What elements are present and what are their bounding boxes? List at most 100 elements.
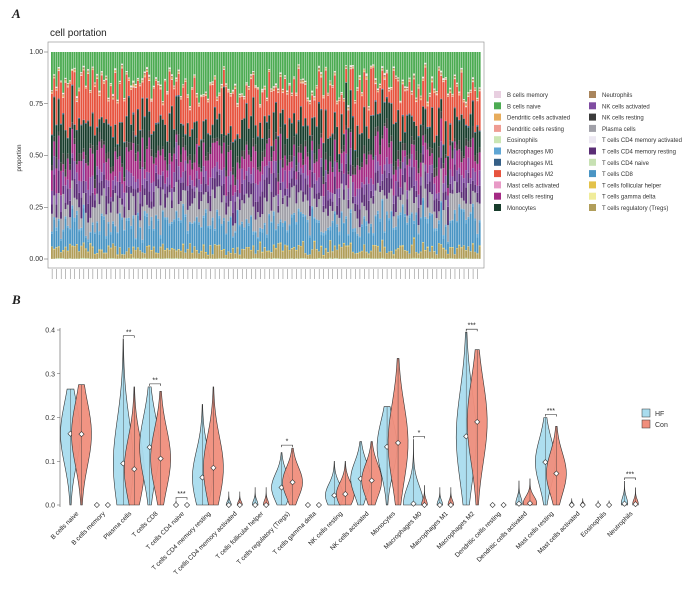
bar-segment [250, 194, 253, 216]
bar-segment [189, 52, 191, 107]
bar-segment [417, 253, 420, 255]
bar-segment [191, 128, 194, 130]
bar-segment [94, 83, 96, 85]
bar-segment [447, 95, 449, 96]
bar-segment [227, 52, 230, 89]
bar-segment [66, 227, 69, 251]
bar-segment [447, 95, 449, 97]
bar-segment [275, 85, 277, 86]
bar-segment [62, 229, 65, 232]
bar-segment [318, 71, 320, 103]
legend-label-a: NK cells activated [602, 104, 650, 110]
bar-segment [55, 204, 58, 218]
bar-segment [216, 186, 219, 210]
bar-segment [166, 94, 169, 142]
bar-segment [444, 78, 447, 79]
bar-segment [286, 52, 289, 91]
bar-segment [220, 185, 223, 203]
bar-segment [207, 99, 210, 101]
bar-segment [204, 192, 207, 210]
bar-segment [189, 109, 191, 110]
bar-segment [322, 255, 325, 256]
bar-segment [361, 52, 363, 93]
bar-segment [383, 52, 386, 73]
bar-segment [116, 255, 119, 259]
bar-segment [297, 67, 300, 69]
bar-segment [318, 144, 320, 150]
bar-segment [82, 52, 85, 66]
bar-segment [55, 87, 58, 89]
bar-segment [195, 138, 198, 144]
bar-segment [410, 94, 413, 116]
median-marker [236, 501, 243, 509]
bar-segment [471, 125, 474, 138]
bar-segment [134, 84, 137, 85]
bar-segment [134, 84, 137, 86]
bar-segment [100, 139, 103, 148]
bar-segment [53, 97, 56, 137]
bar-segment [112, 97, 114, 99]
bar-segment [73, 68, 76, 70]
bar-segment [275, 258, 277, 259]
bar-segment [458, 52, 461, 92]
bar-segment [451, 96, 454, 142]
bar-segment [170, 79, 173, 80]
bar-segment [302, 241, 305, 259]
y-tick-label-b: 0.4 [45, 328, 55, 335]
bar-segment [290, 93, 293, 96]
bar-segment [64, 246, 67, 248]
bar-segment [399, 246, 402, 259]
bar-segment [270, 222, 273, 253]
bar-segment [168, 164, 171, 185]
legend-swatch-a [494, 158, 501, 166]
panel-b-letter: B [12, 292, 21, 307]
bar-segment [109, 197, 112, 202]
bar-segment [333, 213, 336, 246]
bar-segment [476, 126, 479, 154]
bar-segment [293, 78, 296, 79]
bar-segment [460, 70, 463, 72]
bar-segment [354, 211, 357, 229]
bar-segment [80, 258, 83, 259]
bar-segment [361, 167, 363, 183]
bar-segment [130, 186, 133, 193]
bar-segment [336, 258, 339, 259]
bar-segment [184, 252, 187, 259]
bar-segment [211, 254, 214, 255]
bar-segment [202, 96, 205, 121]
bar-segment [177, 204, 180, 218]
bar-segment [170, 79, 173, 106]
bar-segment [465, 250, 468, 251]
bar-segment [195, 250, 198, 259]
bar-segment [137, 52, 139, 78]
bar-segment [322, 232, 325, 236]
bar-segment [428, 126, 431, 128]
bar-segment [345, 153, 348, 164]
bar-segment [392, 67, 395, 70]
bar-segment [453, 52, 456, 75]
bar-segment [471, 78, 474, 81]
bar-segment [132, 176, 135, 189]
bar-segment [331, 52, 334, 86]
bar-segment [290, 95, 293, 96]
bar-segment [347, 174, 350, 189]
bar-segment [408, 79, 411, 82]
bar-segment [161, 105, 164, 120]
bar-segment [132, 257, 135, 259]
bar-segment [207, 254, 210, 256]
bar-segment [209, 245, 212, 259]
bar-segment [447, 258, 449, 259]
bar-segment [94, 200, 96, 208]
bar-segment [444, 52, 447, 78]
bar-segment [399, 199, 402, 213]
bar-segment [107, 151, 110, 159]
bar-segment [417, 137, 420, 168]
bar-segment [399, 52, 402, 101]
significance-bracket [122, 335, 135, 338]
bar-segment [299, 106, 302, 108]
bar-segment [295, 258, 298, 259]
bar-segment [354, 100, 357, 103]
bar-segment [89, 126, 92, 144]
bar-segment [417, 258, 420, 259]
bar-segment [66, 251, 69, 259]
